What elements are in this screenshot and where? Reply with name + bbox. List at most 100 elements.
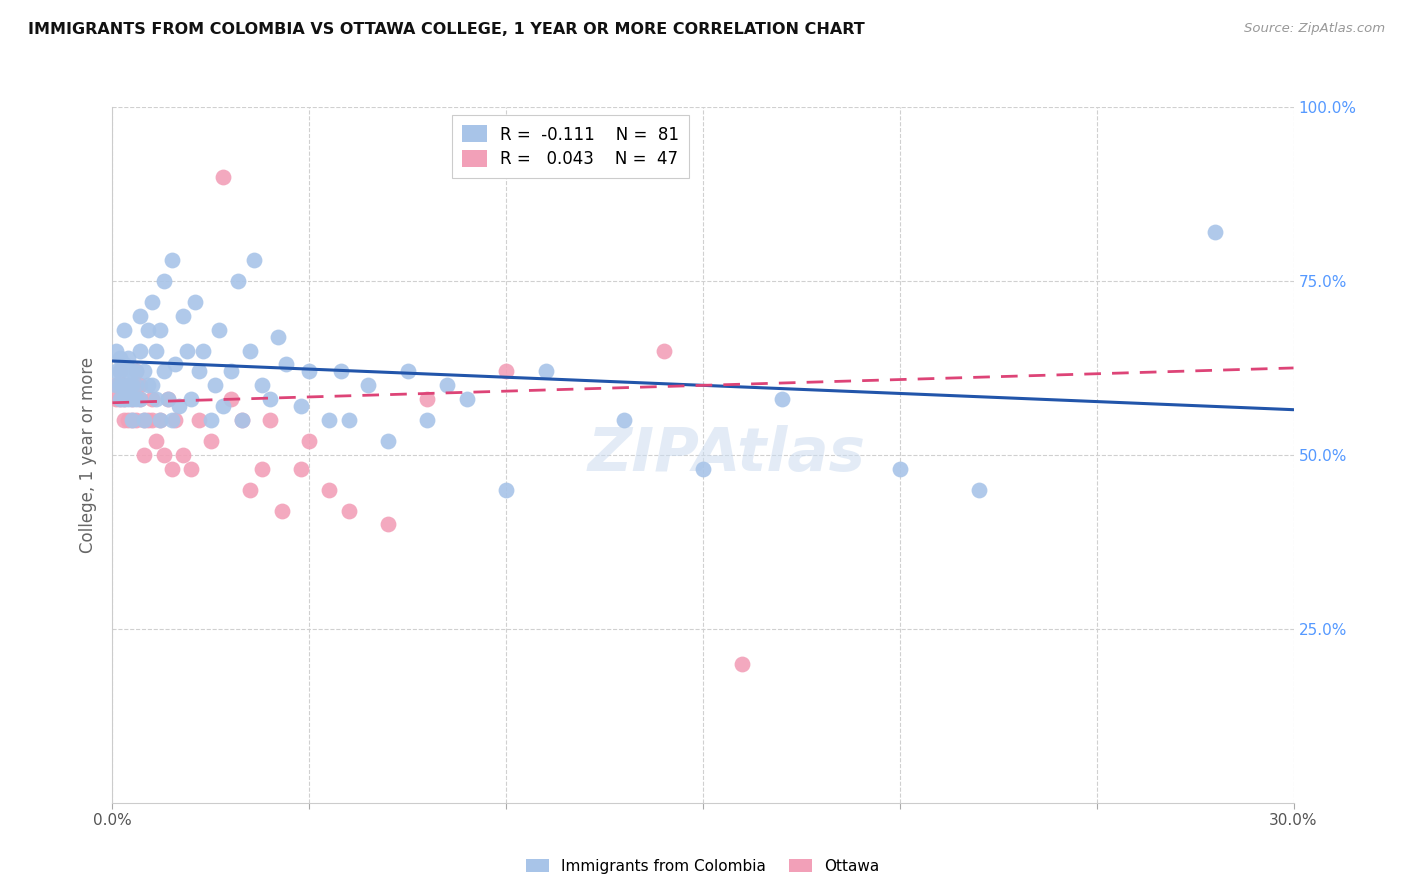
Point bbox=[243, 253, 266, 268]
Point bbox=[267, 329, 290, 343]
Point bbox=[337, 413, 360, 427]
Point bbox=[121, 392, 143, 407]
Point bbox=[132, 413, 155, 427]
Point bbox=[136, 323, 159, 337]
Point bbox=[141, 413, 163, 427]
Point bbox=[149, 413, 172, 427]
Point bbox=[141, 294, 163, 309]
Text: IMMIGRANTS FROM COLOMBIA VS OTTAWA COLLEGE, 1 YEAR OR MORE CORRELATION CHART: IMMIGRANTS FROM COLOMBIA VS OTTAWA COLLE… bbox=[28, 22, 865, 37]
Point bbox=[121, 378, 143, 392]
Point bbox=[228, 274, 250, 288]
Point bbox=[652, 343, 675, 358]
Point bbox=[105, 364, 128, 378]
Point bbox=[377, 517, 399, 532]
Point bbox=[396, 364, 419, 378]
Point bbox=[117, 413, 139, 427]
Point bbox=[136, 378, 159, 392]
Point bbox=[318, 483, 340, 497]
Point bbox=[259, 413, 281, 427]
Point bbox=[250, 378, 273, 392]
Point bbox=[239, 343, 262, 358]
Point bbox=[105, 392, 128, 407]
Point bbox=[110, 364, 132, 378]
Point bbox=[191, 343, 214, 358]
Point bbox=[132, 364, 155, 378]
Point bbox=[211, 169, 233, 184]
Point bbox=[231, 413, 253, 427]
Point bbox=[105, 343, 128, 358]
Point bbox=[436, 378, 458, 392]
Point bbox=[298, 364, 321, 378]
Point bbox=[112, 413, 135, 427]
Point bbox=[110, 364, 132, 378]
Point bbox=[125, 413, 148, 427]
Point bbox=[1204, 225, 1226, 239]
Point bbox=[112, 392, 135, 407]
Point bbox=[121, 364, 143, 378]
Point bbox=[329, 364, 352, 378]
Point bbox=[211, 399, 233, 413]
Point bbox=[125, 378, 148, 392]
Y-axis label: College, 1 year or more: College, 1 year or more bbox=[79, 357, 97, 553]
Point bbox=[129, 392, 152, 407]
Point bbox=[231, 413, 253, 427]
Point bbox=[176, 343, 198, 358]
Point bbox=[188, 413, 211, 427]
Point bbox=[692, 462, 714, 476]
Point bbox=[180, 392, 202, 407]
Point bbox=[416, 392, 439, 407]
Point bbox=[259, 392, 281, 407]
Point bbox=[141, 378, 163, 392]
Point bbox=[117, 378, 139, 392]
Point bbox=[160, 253, 183, 268]
Point bbox=[112, 358, 135, 372]
Point bbox=[377, 434, 399, 448]
Point bbox=[156, 392, 179, 407]
Point bbox=[357, 378, 380, 392]
Point bbox=[125, 364, 148, 378]
Point bbox=[290, 399, 312, 413]
Point bbox=[110, 378, 132, 392]
Point bbox=[149, 323, 172, 337]
Point bbox=[152, 448, 174, 462]
Point bbox=[156, 392, 179, 407]
Text: Source: ZipAtlas.com: Source: ZipAtlas.com bbox=[1244, 22, 1385, 36]
Point bbox=[136, 413, 159, 427]
Point bbox=[121, 413, 143, 427]
Point bbox=[290, 462, 312, 476]
Point bbox=[239, 483, 262, 497]
Point bbox=[534, 364, 557, 378]
Point bbox=[219, 364, 242, 378]
Point bbox=[250, 462, 273, 476]
Legend: R =  -0.111    N =  81, R =   0.043    N =  47: R = -0.111 N = 81, R = 0.043 N = 47 bbox=[451, 115, 689, 178]
Point bbox=[105, 378, 128, 392]
Point bbox=[456, 392, 478, 407]
Point bbox=[117, 378, 139, 392]
Point bbox=[889, 462, 911, 476]
Point bbox=[184, 294, 207, 309]
Point bbox=[112, 323, 135, 337]
Point bbox=[112, 378, 135, 392]
Point bbox=[129, 309, 152, 323]
Point bbox=[117, 364, 139, 378]
Point bbox=[270, 503, 292, 517]
Point bbox=[121, 413, 143, 427]
Point bbox=[613, 413, 636, 427]
Point bbox=[121, 392, 143, 407]
Point bbox=[495, 483, 517, 497]
Point bbox=[149, 413, 172, 427]
Point bbox=[145, 392, 167, 407]
Point bbox=[298, 434, 321, 448]
Point bbox=[967, 483, 990, 497]
Point bbox=[731, 657, 754, 671]
Point bbox=[110, 351, 132, 365]
Point bbox=[208, 323, 231, 337]
Point bbox=[132, 448, 155, 462]
Point bbox=[145, 434, 167, 448]
Point bbox=[172, 448, 194, 462]
Text: ZIPAtlas: ZIPAtlas bbox=[588, 425, 866, 484]
Point bbox=[337, 503, 360, 517]
Point bbox=[416, 413, 439, 427]
Point bbox=[110, 392, 132, 407]
Point bbox=[200, 434, 222, 448]
